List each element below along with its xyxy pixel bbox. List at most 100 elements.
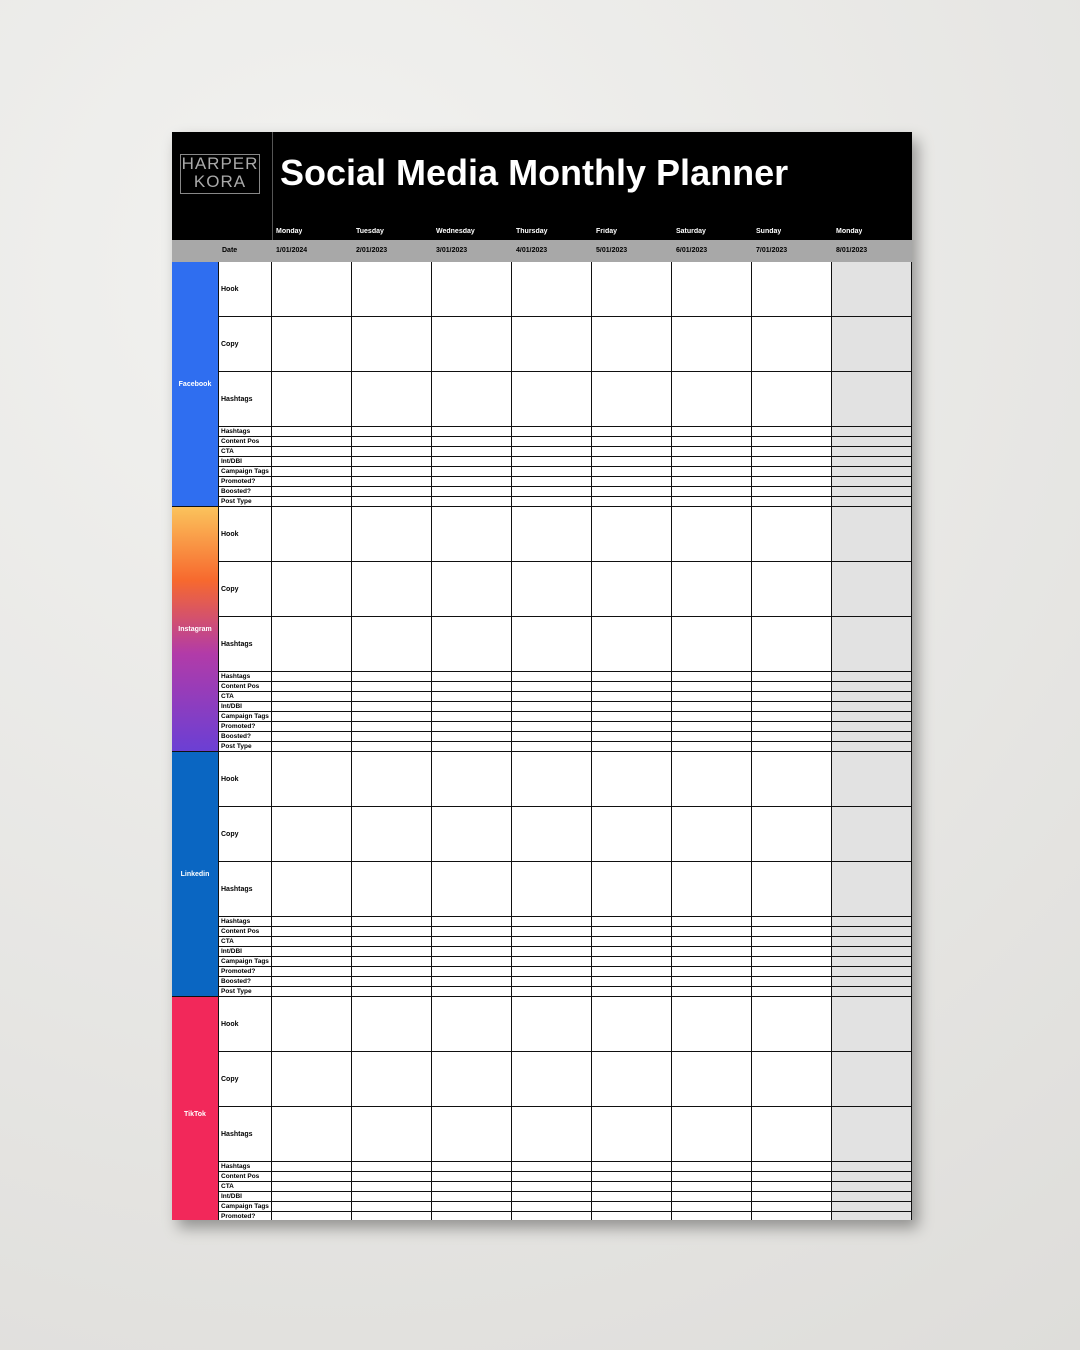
planner-cell	[592, 672, 672, 682]
planner-cell	[512, 702, 592, 712]
planner-cell	[752, 467, 832, 477]
planner-cell	[272, 427, 352, 437]
row-label: Int/DBI	[218, 457, 272, 467]
planner-cell	[512, 497, 592, 507]
row-label: Content Pos	[218, 437, 272, 447]
planner-cell	[272, 957, 352, 967]
planner-cell	[352, 477, 432, 487]
planner-cell	[352, 682, 432, 692]
planner-cell	[752, 372, 832, 427]
planner-cell	[672, 1172, 752, 1182]
planner-cell	[752, 457, 832, 467]
planner-cell	[592, 562, 672, 617]
planner-cell	[672, 317, 752, 372]
planner-cell	[272, 917, 352, 927]
planner-cell	[432, 317, 512, 372]
planner-cell	[352, 742, 432, 752]
date-label: 8/01/2023	[836, 247, 868, 254]
planner-cell	[672, 617, 752, 672]
planner-cell	[352, 712, 432, 722]
planner-cell	[512, 692, 592, 702]
planner-cell	[592, 467, 672, 477]
planner-cell	[432, 862, 512, 917]
row-label: Content Pos	[218, 927, 272, 937]
planner-cell	[592, 722, 672, 732]
planner-cell	[272, 1052, 352, 1107]
date-label: 6/01/2023	[676, 247, 708, 254]
planner-cell	[672, 712, 752, 722]
planner-cell	[832, 1192, 912, 1202]
planner-cell	[512, 447, 592, 457]
planner-cell	[592, 807, 672, 862]
planner-cell	[832, 617, 912, 672]
planner-cell	[672, 682, 752, 692]
planner-cell	[672, 372, 752, 427]
planner-cell	[512, 1182, 592, 1192]
planner-cell	[512, 712, 592, 722]
planner-cell	[352, 372, 432, 427]
planner-cell	[592, 957, 672, 967]
planner-cell	[592, 617, 672, 672]
header	[172, 132, 912, 240]
planner-cell	[432, 722, 512, 732]
planner-cell	[512, 752, 592, 807]
row-label: Promoted?	[218, 967, 272, 977]
planner-cell	[672, 427, 752, 437]
planner-cell	[672, 937, 752, 947]
planner-cell	[512, 477, 592, 487]
planner-cell	[432, 1172, 512, 1182]
planner-cell	[832, 1052, 912, 1107]
row-label: Hashtags	[218, 427, 272, 437]
planner-cell	[672, 927, 752, 937]
planner-cell	[272, 937, 352, 947]
planner-cell	[592, 997, 672, 1052]
planner-cell	[272, 702, 352, 712]
planner-cell	[752, 977, 832, 987]
planner-cell	[752, 702, 832, 712]
planner-cell	[272, 987, 352, 997]
planner-cell	[512, 1107, 592, 1162]
day-label: Wednesday	[436, 228, 475, 235]
row-label: Hook	[218, 752, 272, 807]
planner-cell	[592, 1172, 672, 1182]
section-label: Facebook	[172, 262, 218, 507]
planner-cell	[752, 437, 832, 447]
planner-cell	[672, 447, 752, 457]
section-label: Linkedin	[172, 752, 218, 997]
planner-cell	[672, 1192, 752, 1202]
planner-cell	[432, 1107, 512, 1162]
planner-cell	[832, 262, 912, 317]
planner-cell	[352, 997, 432, 1052]
planner-cell	[672, 997, 752, 1052]
planner-cell	[432, 1162, 512, 1172]
row-label: Promoted?	[218, 1212, 272, 1220]
planner-cell	[352, 1052, 432, 1107]
planner-cell	[272, 317, 352, 372]
planner-cell	[352, 562, 432, 617]
planner-cell	[432, 947, 512, 957]
row-label: Post Type	[218, 987, 272, 997]
planner-cell	[592, 1202, 672, 1212]
planner-cell	[672, 957, 752, 967]
planner-cell	[832, 477, 912, 487]
planner-cell	[272, 682, 352, 692]
planner-cell	[272, 1107, 352, 1162]
planner-cell	[752, 477, 832, 487]
planner-cell	[752, 1182, 832, 1192]
planner-cell	[352, 702, 432, 712]
planner-cell	[352, 732, 432, 742]
planner-cell	[752, 742, 832, 752]
row-label: Boosted?	[218, 487, 272, 497]
planner-cell	[592, 977, 672, 987]
planner-cell	[512, 732, 592, 742]
planner-cell	[512, 1192, 592, 1202]
planner-cell	[512, 1172, 592, 1182]
planner-cell	[272, 487, 352, 497]
planner-cell	[352, 977, 432, 987]
planner-cell	[512, 807, 592, 862]
row-label: Hashtags	[218, 1162, 272, 1172]
planner-cell	[352, 927, 432, 937]
planner-cell	[832, 712, 912, 722]
planner-cell	[352, 967, 432, 977]
planner-cell	[752, 487, 832, 497]
